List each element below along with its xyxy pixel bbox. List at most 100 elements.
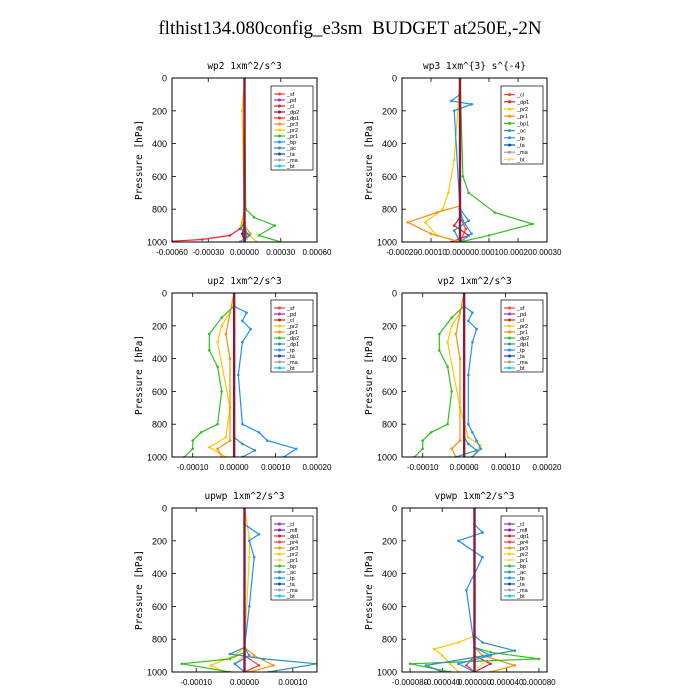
legend-marker: [278, 522, 281, 526]
legend-label: _pd: [516, 312, 526, 318]
data-point: [450, 324, 454, 328]
figure-title: flthist134.080config_e3sm BUDGET at250E,…: [158, 18, 542, 39]
legend-label: _dp1: [516, 100, 529, 106]
x-tick-label: 0.00000: [446, 248, 475, 257]
data-point: [467, 319, 470, 323]
x-tick-label: -0.00060: [156, 248, 188, 257]
series-line: [432, 508, 476, 672]
legend-label: _tp: [516, 576, 525, 582]
legend: _sf_pd_cl_pr2_pr1_dp2_dp1_tp_ta_ma_bt: [270, 299, 314, 373]
y-tick-label: 200: [382, 536, 397, 546]
data-point: [457, 539, 460, 543]
data-point: [216, 340, 219, 344]
x-tick-label: 0.00030: [533, 248, 562, 257]
plot-frame: [401, 77, 548, 243]
y-tick-label: 0: [392, 74, 397, 84]
data-point: [481, 531, 484, 534]
subplot-6: vpwp 1xm^2/s^3 Pressure [hPa] 0 200 400 600 80…: [364, 491, 556, 687]
legend-marker: [508, 360, 511, 364]
x-tick-label: 0.00020: [504, 248, 533, 257]
data-point: [266, 439, 269, 442]
legend-marker: [508, 570, 511, 574]
data-point: [429, 232, 433, 236]
legend-label: _ma: [516, 588, 529, 594]
data-point: [513, 649, 517, 652]
data-point: [191, 439, 194, 442]
data-point: [248, 234, 251, 237]
legend-label: _pd: [286, 98, 296, 104]
data-point: [446, 422, 449, 426]
legend-marker: [278, 92, 281, 96]
y-tick-label: 400: [382, 139, 397, 149]
legend-label: _pr2: [286, 324, 298, 330]
legend-marker: [278, 552, 281, 556]
data-point: [200, 238, 204, 241]
legend-marker: [508, 534, 511, 538]
legend-label: _ac: [516, 570, 526, 576]
y-tick-label: 1000: [377, 238, 397, 248]
data-point: [180, 662, 183, 666]
data-point: [475, 449, 478, 452]
legend-label: _pr1: [516, 558, 528, 564]
data-point: [253, 449, 257, 452]
legend-marker: [278, 330, 281, 334]
data-point: [233, 662, 237, 666]
legend-label: _tp: [516, 136, 525, 142]
legend-label: _tp: [516, 348, 525, 354]
y-tick-label: 0: [162, 504, 167, 514]
legend-label: _bt: [286, 594, 295, 600]
legend-marker: [278, 324, 281, 328]
data-point: [408, 662, 412, 666]
legend-label: _pr3: [286, 122, 298, 128]
legend-marker: [508, 582, 511, 586]
legend-marker: [278, 104, 281, 108]
data-point: [228, 439, 232, 442]
data-point: [461, 219, 465, 222]
data-point: [452, 224, 456, 227]
legend-marker: [508, 348, 511, 352]
series-line: [208, 293, 235, 457]
legend-label: _ta: [286, 152, 296, 158]
series-line: [463, 293, 482, 457]
data-point: [421, 447, 425, 451]
data-point: [224, 332, 228, 336]
x-tick-label: -0.000080: [392, 678, 429, 687]
legend-label: _sf: [516, 306, 525, 312]
data-point: [248, 539, 251, 543]
legend-marker: [278, 336, 281, 340]
legend-label: _pr1: [516, 330, 528, 336]
data-point: [450, 99, 453, 103]
legend-box: [270, 299, 314, 373]
data-point: [450, 447, 454, 451]
legend-marker: [508, 354, 511, 358]
series-line: [183, 293, 235, 457]
legend-marker: [278, 582, 281, 586]
x-tick-label: 0.000000: [458, 678, 492, 687]
data-point: [228, 657, 232, 661]
data-point: [447, 191, 450, 195]
y-tick-label: 600: [382, 172, 397, 182]
y-axis-label: Pressure [hPa]: [134, 335, 145, 415]
x-tick-label: -0.00010: [180, 678, 212, 687]
x-tick-label: 0.00010: [261, 463, 290, 472]
legend-marker: [278, 122, 281, 126]
data-point: [272, 664, 275, 667]
legend-label: _pd: [286, 312, 296, 318]
data-point: [489, 651, 492, 654]
legend-marker: [508, 129, 511, 133]
legend-box: [500, 85, 544, 165]
legend-label: _ma: [516, 150, 529, 156]
legend-label: _bt: [516, 366, 525, 372]
data-point: [239, 224, 243, 227]
data-point: [191, 447, 194, 451]
x-tick-label: -0.00010: [415, 248, 447, 257]
data-point: [208, 349, 211, 352]
data-point: [252, 654, 256, 657]
data-point: [475, 327, 478, 331]
y-tick-label: 600: [152, 602, 167, 612]
legend-marker: [508, 594, 511, 598]
data-point: [199, 431, 203, 434]
data-point: [481, 555, 484, 559]
plot-frame: [171, 77, 318, 243]
